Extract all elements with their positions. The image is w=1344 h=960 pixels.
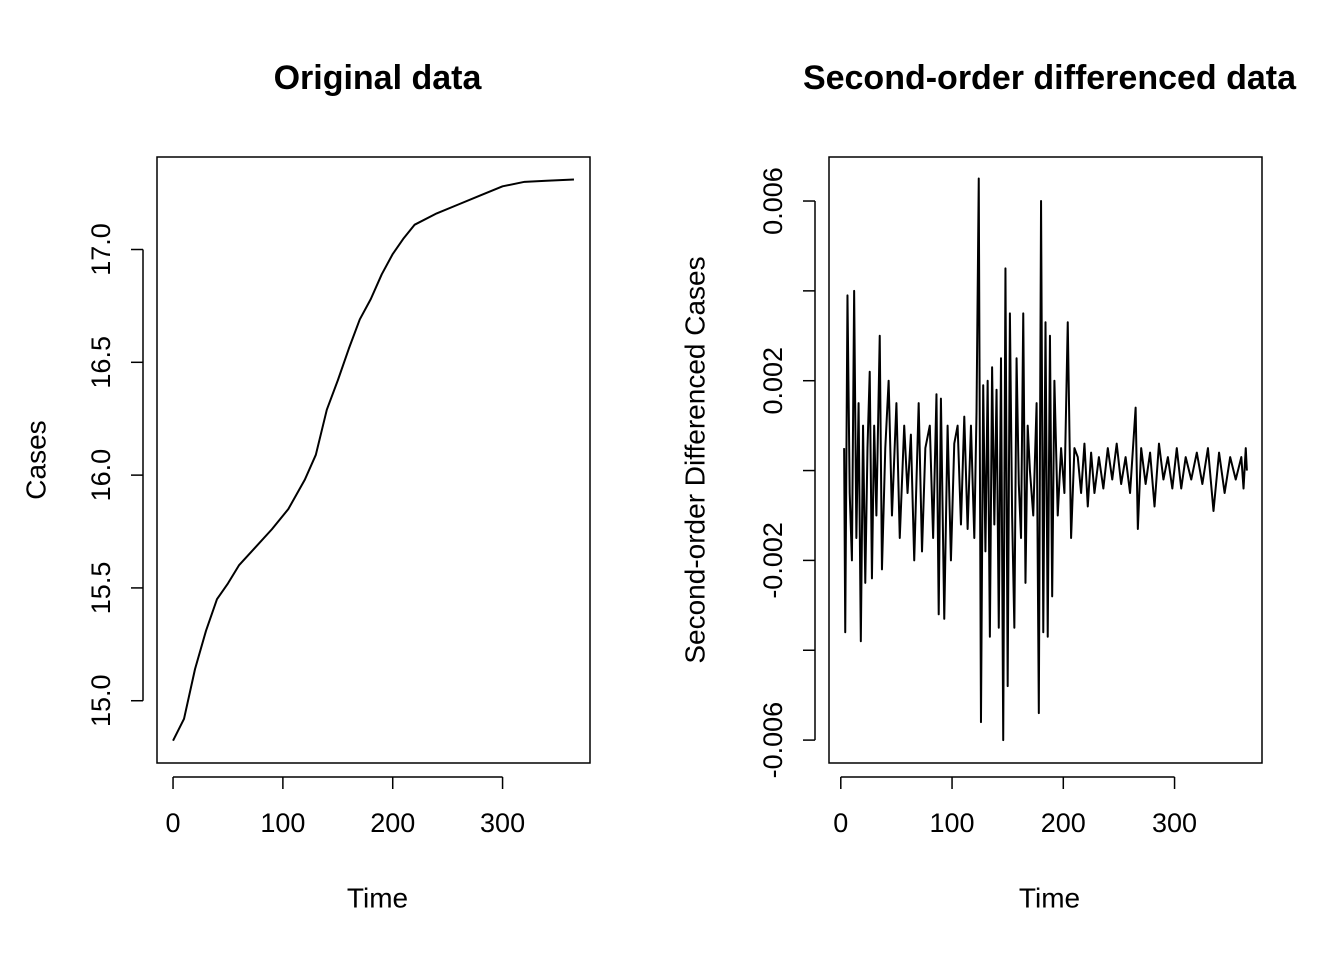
y-tick-label: 17.0 — [86, 223, 116, 276]
x-tick-label: 200 — [370, 808, 415, 838]
x-tick-label: 100 — [260, 808, 305, 838]
y-axis-label: Cases — [20, 420, 51, 499]
y-tick-label: 15.0 — [86, 674, 116, 727]
chart-title: Original data — [274, 59, 483, 97]
x-tick-label: 200 — [1041, 808, 1086, 838]
data-line — [172, 178, 575, 742]
y-tick-label: 15.5 — [86, 562, 116, 615]
chart-title: Second-order differenced data — [803, 59, 1297, 97]
plot-frame — [828, 156, 1263, 764]
x-tick-label: 0 — [166, 808, 181, 838]
x-axis-label: Time — [1019, 882, 1080, 913]
x-tick-label: 300 — [1152, 808, 1197, 838]
x-tick-label: 300 — [480, 808, 525, 838]
y-tick-label: 16.5 — [86, 336, 116, 389]
y-tick-label: 0.002 — [758, 347, 788, 415]
x-tick-label: 100 — [930, 808, 975, 838]
y-tick-label: 16.0 — [86, 449, 116, 502]
y-tick-label: 0.006 — [758, 167, 788, 235]
x-tick-label: 0 — [833, 808, 848, 838]
plot-frame — [156, 156, 591, 764]
y-axis-label: Second-order Differenced Cases — [679, 256, 710, 663]
y-tick-label: -0.006 — [758, 702, 788, 779]
data-line — [843, 177, 1248, 742]
x-axis-label: Time — [347, 882, 408, 913]
y-tick-label: -0.002 — [758, 522, 788, 599]
